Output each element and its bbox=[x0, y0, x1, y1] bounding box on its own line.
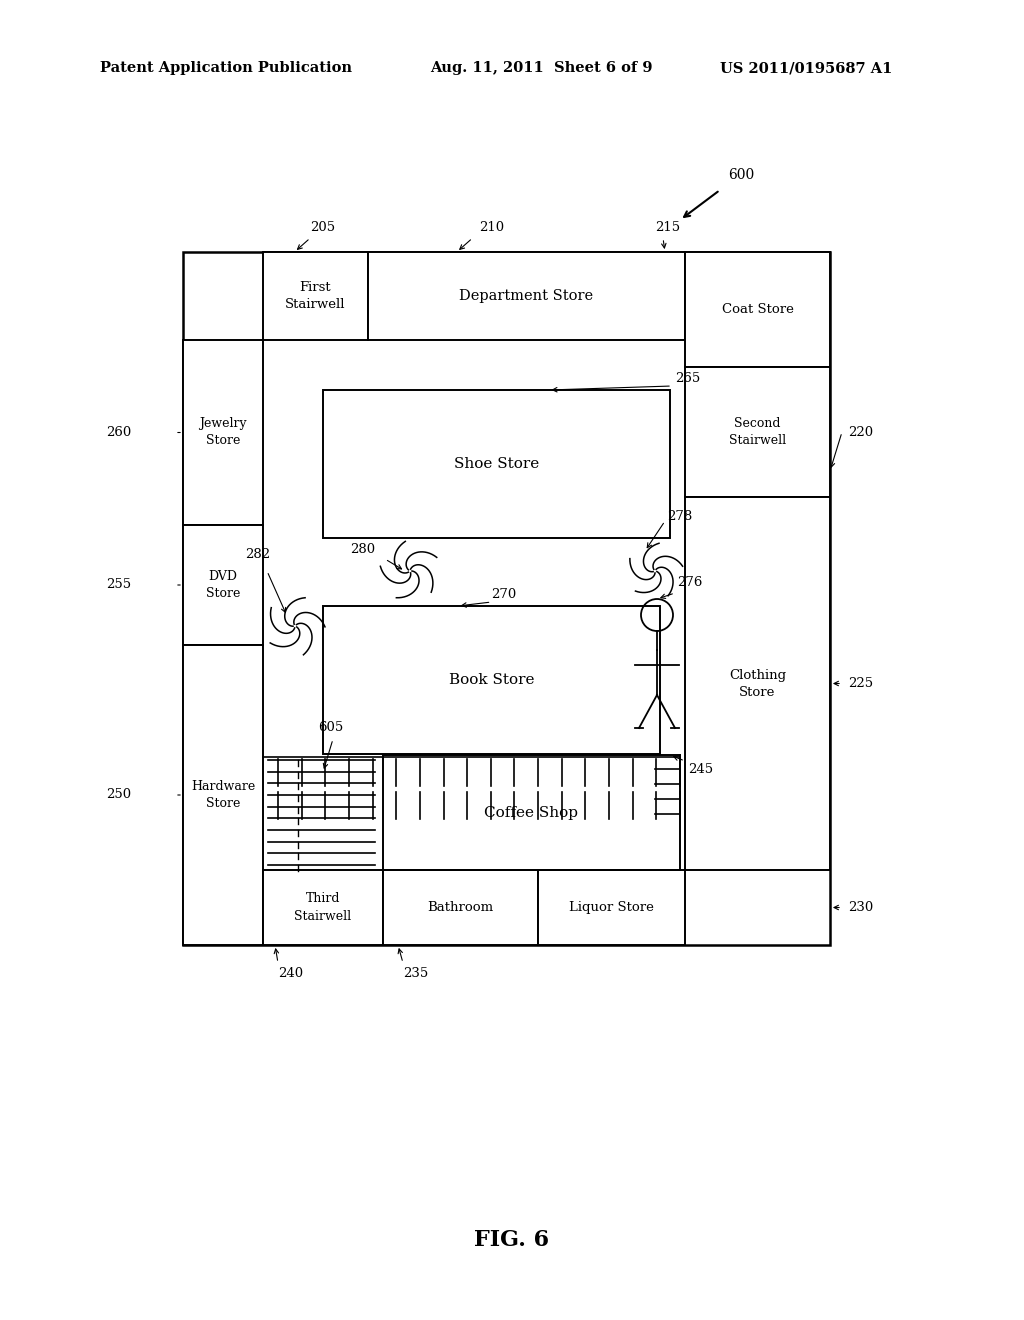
Text: DVD
Store: DVD Store bbox=[206, 570, 241, 601]
Text: First
Stairwell: First Stairwell bbox=[286, 281, 346, 312]
Bar bbox=[323, 389, 670, 539]
Text: 255: 255 bbox=[105, 578, 131, 591]
Bar bbox=[263, 252, 368, 341]
Text: Bathroom: Bathroom bbox=[427, 902, 494, 913]
Text: Department Store: Department Store bbox=[460, 289, 594, 304]
Text: 240: 240 bbox=[278, 968, 303, 979]
Text: 270: 270 bbox=[492, 587, 517, 601]
Text: Liquor Store: Liquor Store bbox=[569, 902, 654, 913]
Text: Hardware
Store: Hardware Store bbox=[190, 780, 255, 810]
Bar bbox=[263, 870, 383, 945]
Text: Coffee Shop: Coffee Shop bbox=[484, 805, 579, 820]
Text: 280: 280 bbox=[350, 543, 375, 556]
Bar bbox=[183, 525, 263, 645]
Text: Jewelry
Store: Jewelry Store bbox=[200, 417, 247, 447]
Text: 205: 205 bbox=[310, 220, 336, 234]
Bar bbox=[183, 252, 830, 945]
Text: Clothing
Store: Clothing Store bbox=[729, 668, 786, 698]
Text: 265: 265 bbox=[675, 372, 700, 385]
Bar bbox=[383, 870, 538, 945]
Bar bbox=[685, 252, 830, 367]
Text: Third
Stairwell: Third Stairwell bbox=[295, 892, 351, 923]
Text: Patent Application Publication: Patent Application Publication bbox=[100, 61, 352, 75]
Text: Shoe Store: Shoe Store bbox=[454, 457, 539, 471]
Bar bbox=[183, 341, 263, 525]
Text: 276: 276 bbox=[677, 576, 702, 589]
Text: 605: 605 bbox=[318, 721, 343, 734]
Text: 250: 250 bbox=[105, 788, 131, 801]
Bar bbox=[368, 252, 685, 341]
Text: 245: 245 bbox=[688, 763, 713, 776]
Bar bbox=[323, 606, 660, 754]
Text: Book Store: Book Store bbox=[449, 673, 535, 686]
Text: 235: 235 bbox=[403, 968, 428, 979]
Bar bbox=[685, 367, 830, 498]
Text: 215: 215 bbox=[655, 220, 680, 234]
Text: Coat Store: Coat Store bbox=[722, 304, 794, 315]
Text: Second
Stairwell: Second Stairwell bbox=[729, 417, 786, 447]
Text: Aug. 11, 2011  Sheet 6 of 9: Aug. 11, 2011 Sheet 6 of 9 bbox=[430, 61, 652, 75]
Text: 260: 260 bbox=[105, 426, 131, 440]
Text: 210: 210 bbox=[479, 220, 504, 234]
Bar bbox=[685, 498, 830, 870]
Bar bbox=[383, 755, 680, 870]
Text: 282: 282 bbox=[245, 548, 270, 561]
Text: 278: 278 bbox=[667, 510, 692, 523]
Text: 225: 225 bbox=[848, 677, 873, 690]
Text: 600: 600 bbox=[728, 168, 755, 182]
Bar bbox=[183, 645, 263, 945]
Text: FIG. 6: FIG. 6 bbox=[474, 1229, 550, 1251]
Text: 230: 230 bbox=[848, 902, 873, 913]
Text: 220: 220 bbox=[848, 425, 873, 438]
Bar bbox=[538, 870, 685, 945]
Text: US 2011/0195687 A1: US 2011/0195687 A1 bbox=[720, 61, 892, 75]
